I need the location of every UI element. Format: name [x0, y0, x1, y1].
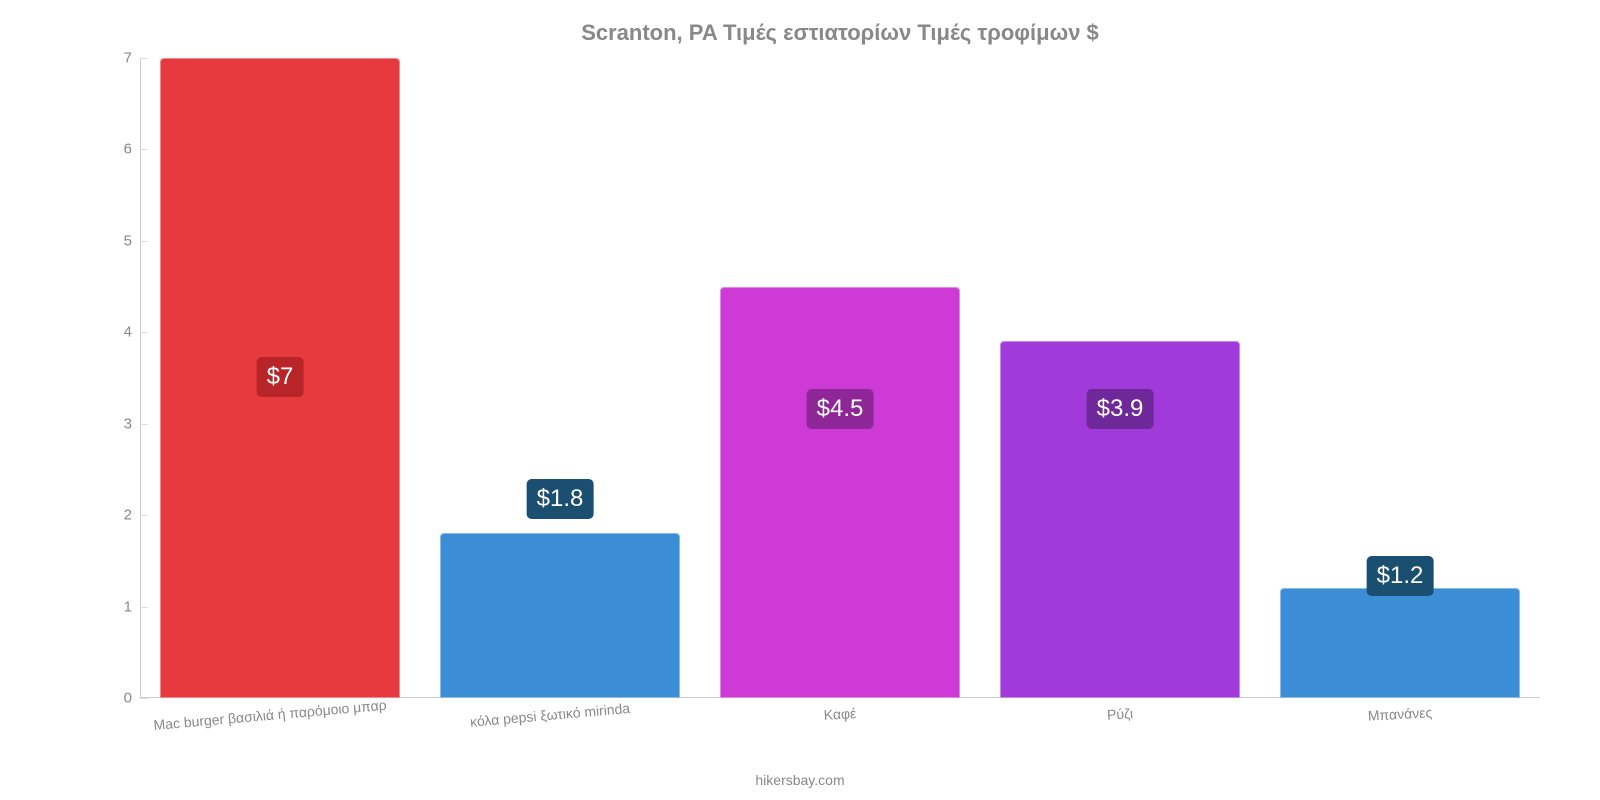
bars-area: $7 $1.8 $4.5 $3.9 $1.2 — [140, 58, 1540, 698]
y-tick-label: 1 — [124, 598, 132, 615]
bar — [1280, 588, 1520, 698]
plot-area: 01234567 $7$1.8$4.5$3.9$1.2 Mac burger β… — [140, 58, 1540, 698]
y-tick-label: 6 — [124, 141, 132, 158]
chart-container: Scranton, PA Τιμές εστιατορίων Τιμές τρο… — [0, 0, 1600, 800]
bar-group: $4.5 — [700, 58, 980, 698]
y-axis: 01234567 — [110, 58, 140, 698]
bar-group: $1.8 — [420, 58, 700, 698]
bar — [720, 287, 960, 698]
x-axis-label: Καφέ — [700, 699, 980, 730]
y-tick-mark — [140, 698, 148, 699]
y-tick-label: 0 — [124, 690, 132, 707]
bar-value-label: $1.8 — [527, 479, 594, 519]
bar-group: $3.9 — [980, 58, 1260, 698]
y-tick-label: 4 — [124, 324, 132, 341]
y-tick-label: 5 — [124, 232, 132, 249]
y-tick-label: 2 — [124, 507, 132, 524]
chart-title: Scranton, PA Τιμές εστιατορίων Τιμές τρο… — [140, 20, 1540, 46]
bar — [440, 533, 680, 698]
x-labels: Mac burger βασιλιά ή παρόμοιο μπαρκόλα p… — [140, 706, 1540, 722]
x-axis-label: κόλα pepsi ξωτικό mirinda — [410, 695, 690, 735]
bar-value-label: $1.2 — [1367, 556, 1434, 596]
attribution-text: hikersbay.com — [755, 772, 844, 788]
x-axis-label: Ρύζι — [980, 699, 1260, 730]
x-axis-label: Mac burger βασιλιά ή παρόμοιο μπαρ — [130, 695, 410, 735]
bar-value-label: $7 — [257, 357, 304, 397]
bar-value-label: $3.9 — [1087, 389, 1154, 429]
y-tick-label: 7 — [124, 50, 132, 67]
bar-group: $1.2 — [1260, 58, 1540, 698]
x-axis-label: Μπανάνες — [1260, 699, 1540, 730]
bar-value-label: $4.5 — [807, 389, 874, 429]
bar-group: $7 — [140, 58, 420, 698]
y-tick-label: 3 — [124, 415, 132, 432]
